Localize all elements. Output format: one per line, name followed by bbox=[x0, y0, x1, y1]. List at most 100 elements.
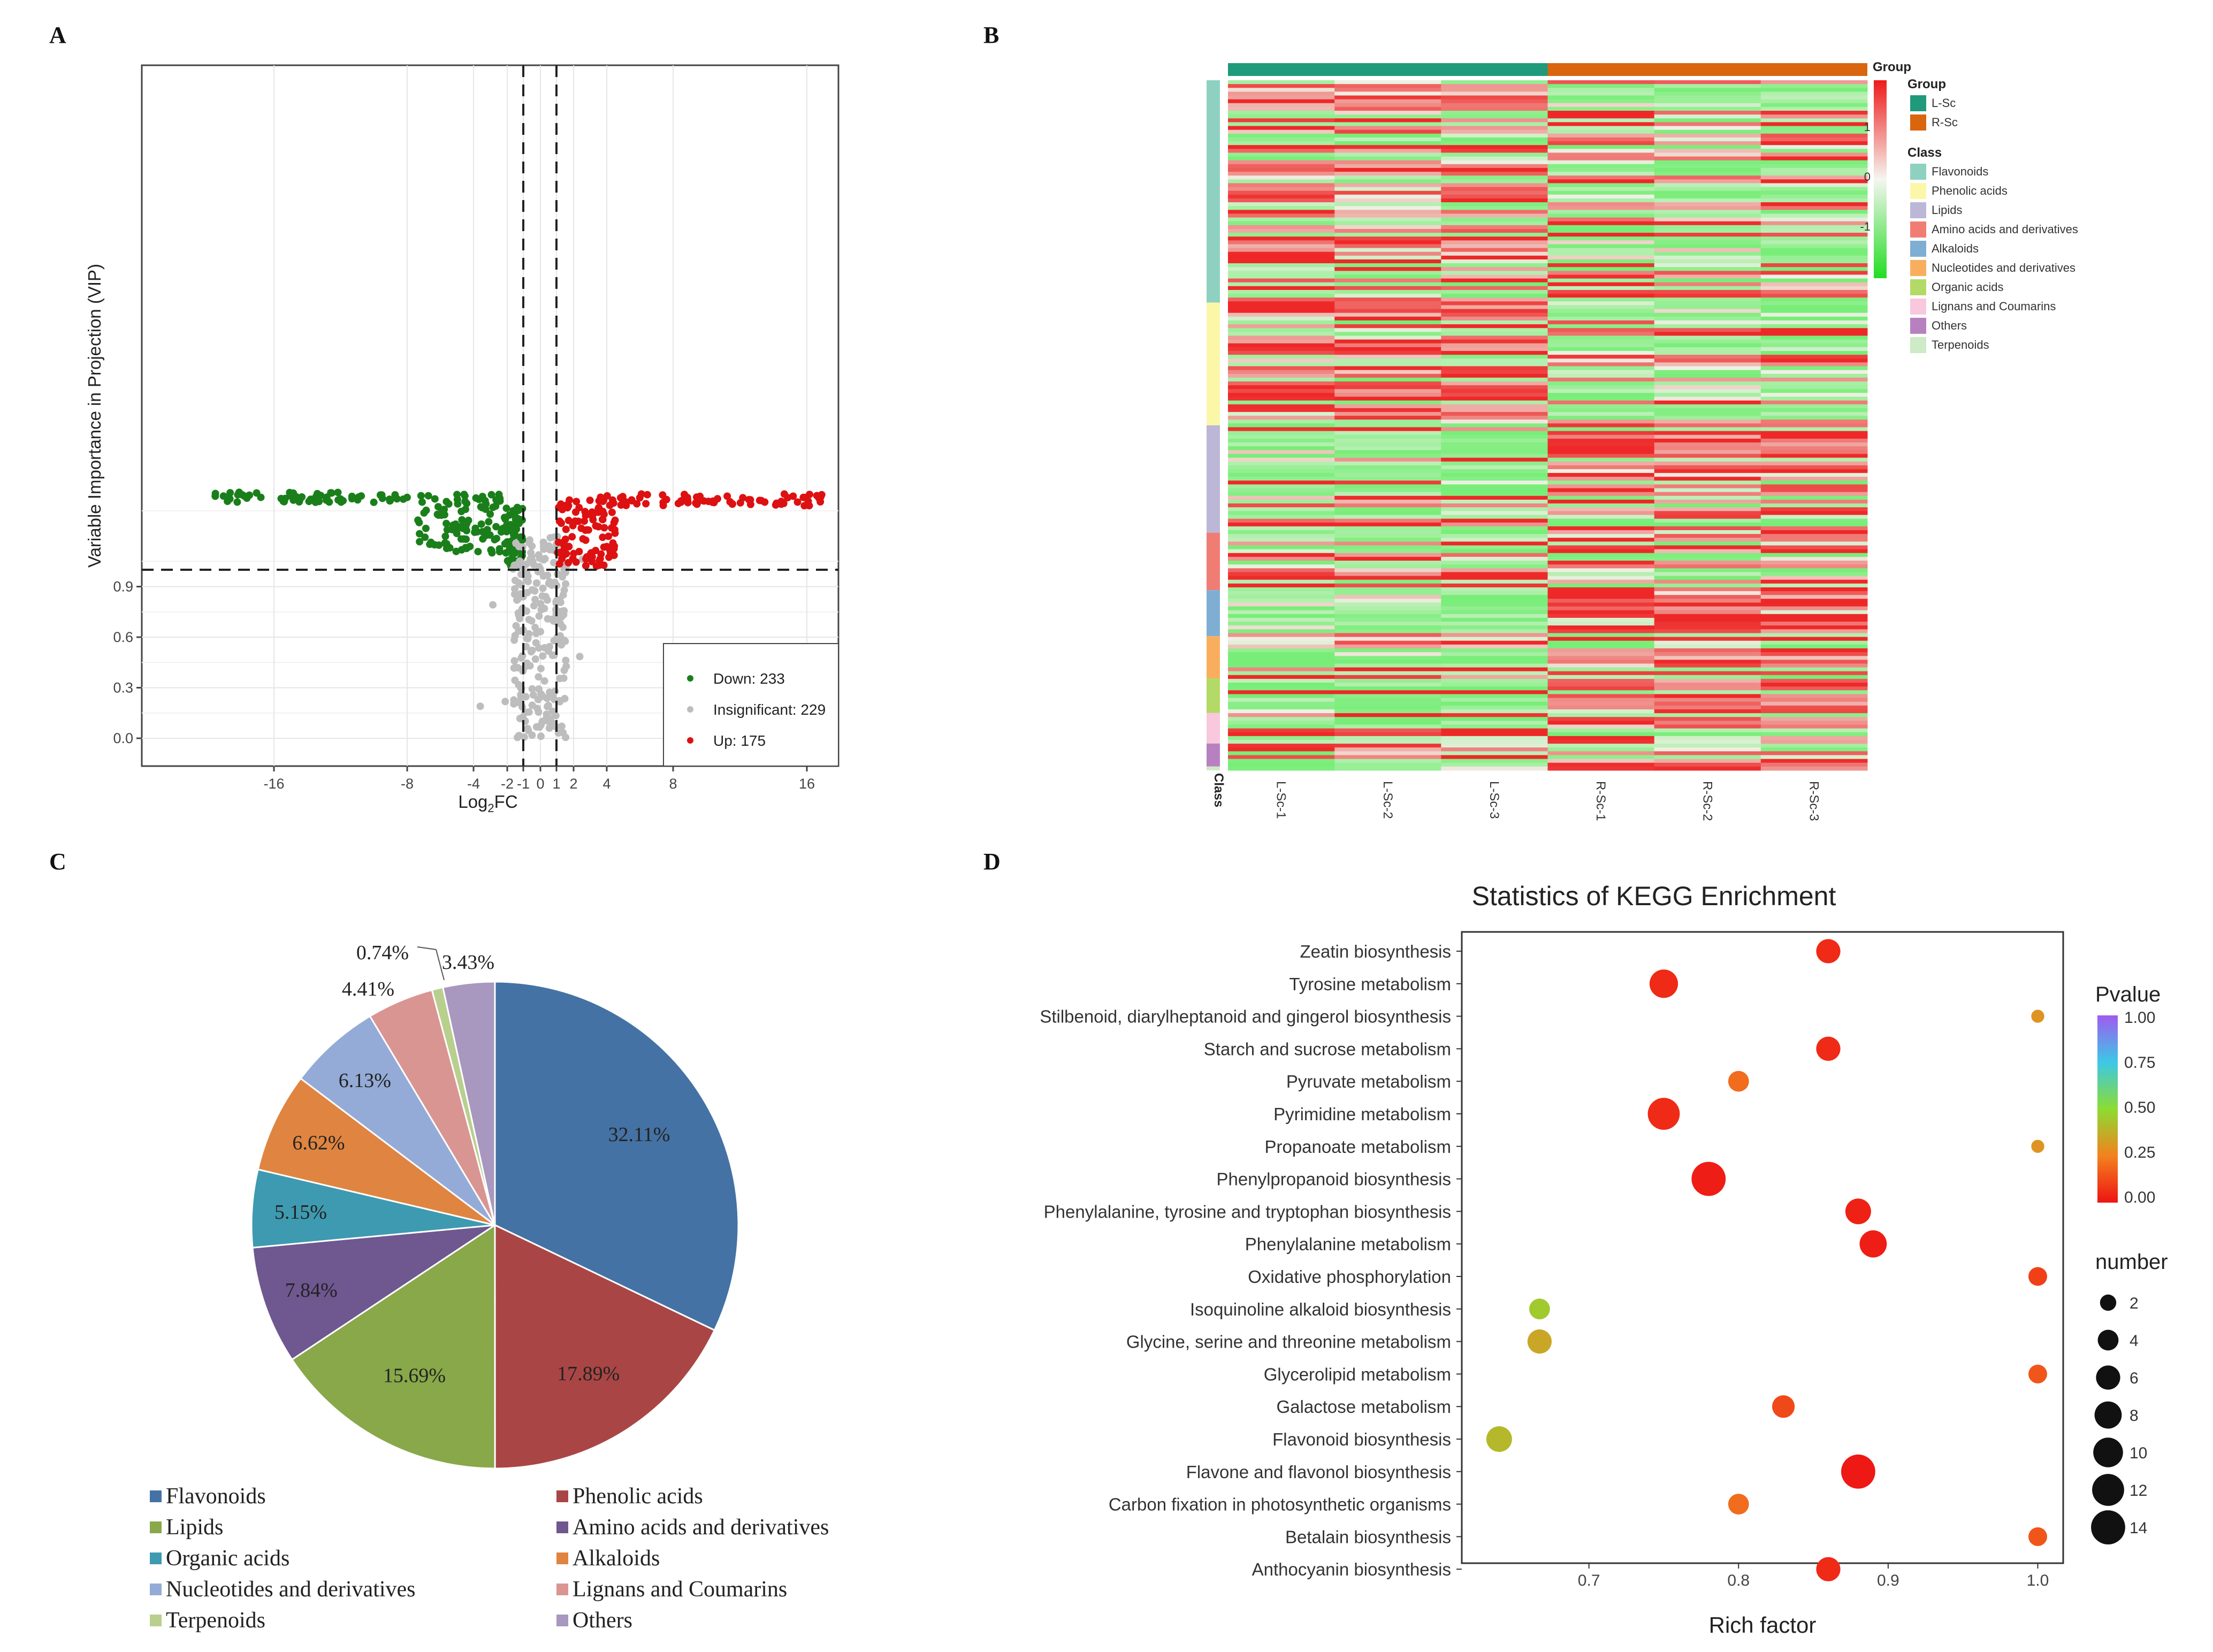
heatmap-cell bbox=[1760, 454, 1868, 458]
heatmap-cell bbox=[1334, 362, 1441, 367]
heatmap-cell bbox=[1654, 564, 1761, 569]
heatmap-cell bbox=[1228, 118, 1335, 123]
heatmap-cell bbox=[1654, 492, 1761, 496]
heatmap-cell bbox=[1547, 568, 1655, 572]
kegg-pathway-label: Propanoate metabolism bbox=[1264, 1137, 1451, 1157]
heatmap-cell bbox=[1547, 602, 1655, 607]
heatmap-cell bbox=[1547, 648, 1655, 653]
heatmap-cell bbox=[1441, 652, 1548, 656]
heatmap-cell bbox=[1760, 80, 1868, 85]
heatmap-cell bbox=[1760, 431, 1868, 435]
heatmap-cell bbox=[1547, 400, 1655, 405]
heatmap-cell bbox=[1228, 595, 1335, 599]
pvalue-tick: 0.50 bbox=[2124, 1099, 2155, 1116]
heatmap-cell bbox=[1654, 194, 1761, 199]
up-point bbox=[600, 510, 608, 518]
up-point bbox=[789, 492, 797, 500]
heatmap-cell bbox=[1334, 492, 1441, 496]
heatmap-cell bbox=[1760, 351, 1868, 355]
heatmap-cell bbox=[1547, 457, 1655, 462]
heatmap-cell bbox=[1654, 446, 1761, 450]
heatmap-cell bbox=[1228, 416, 1335, 420]
insignificant-point bbox=[511, 585, 519, 593]
heatmap-cell bbox=[1334, 373, 1441, 378]
heatmap-cell bbox=[1228, 210, 1335, 214]
class-bar-segment bbox=[1207, 425, 1220, 533]
heatmap-cell bbox=[1441, 480, 1548, 485]
heatmap-cell bbox=[1760, 461, 1868, 466]
heatmap-cell bbox=[1547, 255, 1655, 260]
heatmap-cell bbox=[1441, 312, 1548, 317]
up-point bbox=[564, 516, 573, 524]
heatmap-cell bbox=[1228, 678, 1335, 683]
down-point bbox=[508, 548, 515, 556]
heatmap-cell bbox=[1334, 316, 1441, 321]
heatmap-cell bbox=[1654, 431, 1761, 435]
insignificant-point bbox=[546, 689, 554, 696]
heatmap-cell bbox=[1547, 442, 1655, 447]
heatmap-cell bbox=[1334, 648, 1441, 653]
heatmap-cell bbox=[1228, 389, 1335, 393]
heatmap-cell bbox=[1760, 526, 1868, 531]
heatmap-cell bbox=[1547, 744, 1655, 748]
heatmap-cell bbox=[1334, 660, 1441, 664]
heatmap-cell bbox=[1760, 347, 1868, 351]
heatmap-cell bbox=[1654, 739, 1761, 744]
heatmap-cell bbox=[1547, 156, 1655, 161]
heatmap-cell bbox=[1441, 328, 1548, 332]
down-point bbox=[453, 491, 461, 499]
heatmap-cell bbox=[1760, 320, 1868, 325]
heatmap-cell bbox=[1654, 599, 1761, 603]
down-point bbox=[486, 531, 494, 539]
heatmap-cell bbox=[1228, 297, 1335, 302]
volcano-y-tick: 0.0 bbox=[113, 730, 133, 746]
heatmap-cell bbox=[1654, 305, 1761, 310]
number-legend-bubble bbox=[2100, 1294, 2117, 1311]
heatmap-cell bbox=[1441, 698, 1548, 702]
down-point bbox=[234, 491, 242, 499]
heatmap-cell bbox=[1760, 263, 1868, 267]
heatmap-cell bbox=[1760, 495, 1868, 500]
heatmap-cell bbox=[1547, 579, 1655, 584]
heatmap-cell bbox=[1760, 450, 1868, 454]
up-point bbox=[805, 502, 813, 510]
heatmap-cell bbox=[1228, 99, 1335, 104]
heatmap-cell bbox=[1654, 625, 1761, 630]
heatmap-cell bbox=[1547, 294, 1655, 298]
heatmap-cell bbox=[1654, 736, 1761, 740]
heatmap-cell bbox=[1760, 701, 1868, 706]
heatmap-cell bbox=[1228, 484, 1335, 489]
heatmap-cell bbox=[1441, 568, 1548, 572]
heatmap-cell bbox=[1441, 541, 1548, 546]
heatmap-cell bbox=[1441, 511, 1548, 515]
heatmap-cell bbox=[1760, 274, 1868, 279]
heatmap-cell bbox=[1654, 469, 1761, 473]
heatmap-cell bbox=[1441, 248, 1548, 253]
number-legend-label: 14 bbox=[2130, 1519, 2147, 1537]
heatmap-cell bbox=[1441, 289, 1548, 294]
heatmap-cell bbox=[1228, 728, 1335, 733]
heatmap-cell bbox=[1228, 152, 1335, 157]
heatmap-cell bbox=[1228, 747, 1335, 752]
up-point bbox=[581, 517, 588, 525]
heatmap-cell bbox=[1654, 457, 1761, 462]
heatmap-cell bbox=[1654, 221, 1761, 226]
heatmap-cell bbox=[1228, 599, 1335, 603]
heatmap-cell bbox=[1760, 91, 1868, 96]
heatmap-cell bbox=[1334, 355, 1441, 359]
heatmap-cell bbox=[1228, 545, 1335, 550]
heatmap-cell bbox=[1547, 362, 1655, 367]
heatmap-cell bbox=[1441, 705, 1548, 710]
heatmap-cell bbox=[1547, 221, 1655, 226]
heatmap-cell bbox=[1334, 164, 1441, 169]
volcano-x-tick: -1 bbox=[517, 776, 530, 792]
class-legend-swatch bbox=[1910, 183, 1926, 199]
heatmap-cell bbox=[1654, 351, 1761, 355]
kegg-pathway-label: Phenylalanine metabolism bbox=[1245, 1234, 1451, 1254]
heatmap-cell bbox=[1547, 511, 1655, 515]
insignificant-point bbox=[501, 698, 509, 706]
heatmap-cell bbox=[1760, 473, 1868, 477]
heatmap-cell bbox=[1654, 381, 1761, 386]
pie-slice-label: 6.13% bbox=[339, 1069, 391, 1092]
heatmap-cell bbox=[1760, 622, 1868, 626]
